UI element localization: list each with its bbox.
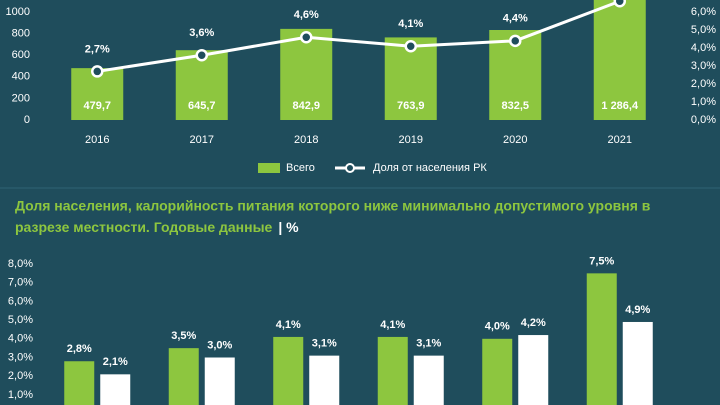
chart-title: разрезе местности. Годовые данные | %: [15, 219, 299, 235]
bar: [64, 361, 95, 405]
value-label: 4,6%: [294, 9, 319, 21]
value-label: 3,1%: [312, 338, 337, 350]
legend-swatch: [258, 163, 280, 173]
legend-label: Доля от населения РК: [373, 162, 487, 174]
value-label: 763,9: [397, 100, 425, 112]
chart-title: Доля населения, калорийность питания кот…: [15, 198, 651, 214]
y-tick-label: 400: [12, 71, 30, 83]
value-label: 4,9%: [625, 304, 650, 316]
y2-tick-label: 2,0%: [691, 78, 716, 90]
legend-label: Всего: [286, 162, 315, 174]
chart-title-line: разрезе местности. Годовые данные: [15, 219, 273, 235]
value-label: 2,8%: [67, 343, 92, 355]
value-label: 7,5%: [589, 255, 614, 267]
y-tick-label: 0: [24, 114, 30, 126]
value-label: 3,5%: [171, 330, 196, 342]
value-label: 2,7%: [85, 43, 110, 55]
value-label: 4,1%: [276, 319, 301, 331]
x-tick-label: 2020: [503, 134, 527, 146]
value-label: 645,7: [188, 100, 216, 112]
y-tick-label: 8,0%: [8, 258, 33, 270]
y-tick-label: 800: [12, 27, 30, 39]
bar: [175, 50, 228, 120]
y2-tick-label: 0,0%: [691, 114, 716, 126]
x-tick-label: 2016: [85, 134, 109, 146]
line-point: [91, 65, 104, 78]
chart-subtitle: | %: [278, 219, 299, 235]
y-tick-label: 600: [12, 49, 30, 61]
value-label: 832,5: [501, 100, 529, 112]
bar: [168, 348, 199, 405]
plot-area: [71, 0, 646, 121]
value-label: 2,1%: [103, 356, 128, 368]
value-label: 842,9: [292, 100, 320, 112]
line-point: [404, 39, 417, 53]
value-label: 4,1%: [398, 18, 423, 30]
value-label: 4,0%: [485, 321, 510, 333]
bar: [518, 335, 549, 405]
y-tick-label: 4,0%: [8, 333, 33, 345]
y2-tick-label: 6,0%: [691, 6, 716, 18]
value-label: 1 286,4: [601, 100, 639, 112]
bar: [586, 273, 617, 405]
y-tick-label: 2,0%: [8, 370, 33, 382]
bar: [204, 357, 235, 405]
value-label: 479,7: [83, 100, 111, 112]
y-tick-label: 6,0%: [8, 295, 33, 307]
value-label: 4,2%: [521, 317, 546, 329]
bar: [482, 338, 513, 405]
value-label: 3,1%: [416, 338, 441, 350]
y-tick-label: 200: [12, 92, 30, 104]
value-label: 3,0%: [207, 339, 232, 351]
x-tick-label: 2017: [190, 134, 214, 146]
y-tick-label: 5,0%: [8, 314, 33, 326]
bar: [377, 336, 408, 405]
line-point: [195, 48, 208, 62]
y2-tick-label: 1,0%: [691, 96, 716, 108]
legend-marker: [345, 163, 355, 173]
value-label: 3,6%: [189, 27, 214, 39]
bar: [413, 355, 444, 405]
value-label: 4,1%: [380, 319, 405, 331]
line-point: [613, 0, 626, 8]
y-tick-label: 3,0%: [8, 351, 33, 363]
bar: [309, 355, 340, 405]
x-tick-label: 2018: [294, 134, 318, 146]
y2-tick-label: 3,0%: [691, 60, 716, 72]
y2-tick-label: 4,0%: [691, 42, 716, 54]
line-point: [509, 34, 522, 48]
bar: [273, 336, 304, 405]
x-tick-label: 2019: [399, 134, 423, 146]
y2-tick-label: 5,0%: [691, 24, 716, 36]
line: [97, 0, 621, 73]
bar: [280, 28, 333, 121]
bar: [100, 374, 131, 405]
value-label: 4,4%: [503, 13, 528, 25]
y-tick-label: 1,0%: [8, 389, 33, 401]
bar: [622, 321, 653, 405]
x-tick-label: 2021: [608, 134, 632, 146]
y-tick-label: 1000: [6, 6, 30, 18]
bar: [593, 0, 646, 120]
y-tick-label: 7,0%: [8, 277, 33, 289]
line-point: [300, 30, 313, 44]
